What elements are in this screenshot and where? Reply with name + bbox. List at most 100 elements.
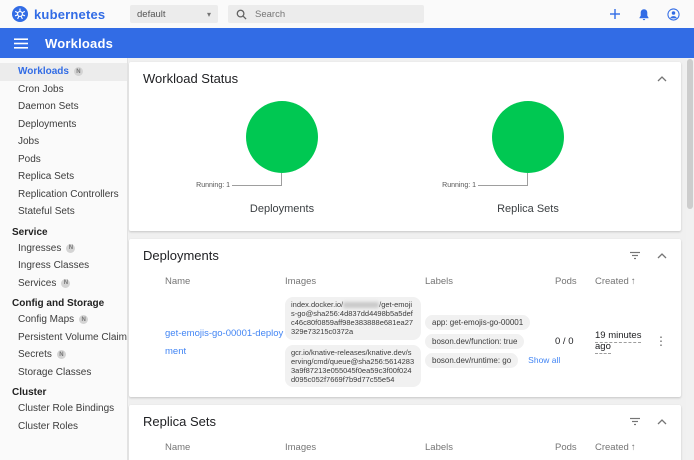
callout-line — [478, 173, 528, 186]
sidebar-section-cluster: Cluster — [12, 387, 47, 398]
column-header-labels[interactable]: Labels — [425, 442, 453, 454]
brand-name: kubernetes — [34, 6, 106, 22]
brand[interactable]: kubernetes — [12, 6, 130, 22]
chevron-down-icon: ▾ — [206, 9, 211, 19]
top-actions — [609, 7, 684, 21]
sidebar-item-services[interactable]: Services N — [0, 275, 127, 293]
sidebar-item-workloads[interactable]: Workloads N — [0, 63, 127, 81]
sidebar-item-cluster-roles[interactable]: Cluster Roles — [18, 420, 79, 432]
deployments-pie-chart: Running: 1 Deployments — [187, 101, 377, 215]
column-header-name[interactable]: Name — [165, 442, 191, 454]
sidebar-section-config-storage: Config and Storage — [12, 298, 105, 309]
filter-icon[interactable] — [629, 251, 641, 260]
search-input[interactable] — [255, 8, 395, 20]
table-row: get-emojis-go-00001-deployment index.doc… — [141, 295, 669, 388]
callout-label: Running: 1 — [196, 182, 230, 189]
top-bar: kubernetes default ▾ — [0, 0, 694, 28]
namespaced-badge: N — [73, 67, 83, 77]
column-header-name[interactable]: Name — [165, 276, 191, 287]
collapse-chevron-icon[interactable] — [657, 252, 667, 259]
pie-running-slice — [492, 101, 564, 173]
namespaced-badge: N — [66, 243, 76, 253]
kebab-menu-icon[interactable]: ⋮ — [655, 334, 667, 349]
pie-chart-title: Deployments — [249, 203, 315, 215]
column-header-created[interactable]: Created ↑ — [595, 276, 636, 287]
page-title: Workloads — [45, 35, 114, 51]
card-title: Deployments — [143, 248, 219, 263]
workload-status-charts: Running: 1 Deployments Running: 1 Replic… — [129, 93, 681, 231]
collapse-chevron-icon[interactable] — [657, 75, 667, 82]
namespaced-badge: N — [79, 315, 89, 325]
search-icon — [236, 9, 247, 20]
image-chip: gcr.io/knative-releases/knative.dev/serv… — [285, 344, 421, 388]
app-bar: Workloads — [0, 28, 694, 58]
sidebar-item-replication-controllers[interactable]: Replication Controllers — [18, 188, 119, 200]
hamburger-menu-icon[interactable] — [14, 37, 28, 49]
kubernetes-logo-icon — [12, 6, 28, 22]
table-header-row: Name Images Labels Pods Created ↑ — [141, 270, 669, 295]
namespaced-badge: N — [61, 278, 71, 288]
sidebar-item-stateful-sets[interactable]: Stateful Sets — [18, 206, 75, 218]
namespace-value: default — [137, 8, 166, 20]
workload-status-card: Workload Status Running: 1 — [129, 62, 681, 231]
sidebar-item-pods[interactable]: Pods — [18, 153, 41, 165]
deployments-card: Deployments Name Images — [129, 239, 681, 398]
sidebar-item-cluster-role-bindings[interactable]: Cluster Role Bindings — [18, 403, 115, 415]
search-bar — [228, 5, 424, 23]
redacted-text — [343, 302, 380, 309]
vertical-scrollbar[interactable] — [686, 58, 694, 460]
scrollbar-thumb[interactable] — [687, 59, 693, 209]
sidebar-item-ingress-classes[interactable]: Ingress Classes — [18, 260, 90, 272]
sidebar-item-jobs[interactable]: Jobs — [18, 136, 40, 148]
label-chip: boson.dev/function: true — [425, 333, 525, 349]
deployments-table: Name Images Labels Pods Created ↑ get-emo… — [129, 270, 681, 397]
column-header-created[interactable]: Created ↑ — [595, 442, 636, 454]
collapse-chevron-icon[interactable] — [657, 418, 667, 425]
callout-line — [232, 173, 282, 186]
labels-cell: app: get-emojis-go-00001 boson.dev/funct… — [425, 295, 560, 387]
sidebar-item-label: Workloads — [18, 66, 69, 78]
callout-label: Running: 1 — [442, 182, 476, 189]
column-header-pods[interactable]: Pods — [555, 442, 577, 454]
sidebar: Workloads N Cron Jobs Daemon Sets Deploy… — [0, 58, 128, 460]
sidebar-item-daemon-sets[interactable]: Daemon Sets — [18, 101, 79, 113]
sidebar-item-config-maps[interactable]: Config Maps N — [0, 311, 127, 329]
namespaced-badge: N — [56, 350, 66, 360]
created-timestamp: 19 minutes ago — [595, 330, 642, 355]
column-header-images[interactable]: Images — [285, 276, 317, 287]
pie-running-slice — [246, 101, 318, 173]
main-content: Workload Status Running: 1 — [128, 58, 694, 460]
column-header-images[interactable]: Images — [285, 442, 317, 454]
card-title: Replica Sets — [143, 414, 216, 430]
label-chip: app: get-emojis-go-00001 — [425, 314, 531, 330]
replica-sets-card: Replica Sets Name Images — [129, 405, 681, 460]
create-plus-icon[interactable] — [609, 8, 621, 20]
label-chip: boson.dev/runtime: go — [425, 352, 519, 368]
sidebar-item-storage-classes[interactable]: Storage Classes — [18, 366, 92, 378]
sidebar-item-replica-sets[interactable]: Replica Sets — [18, 171, 75, 183]
card-title: Workload Status — [143, 71, 239, 86]
deployment-name-link[interactable]: get-emojis-go-00001-deployment — [165, 328, 284, 358]
sort-arrow-icon: ↑ — [630, 442, 636, 454]
sort-arrow-icon: ↑ — [630, 276, 636, 287]
pods-count: 0 / 0 — [555, 335, 574, 347]
sidebar-item-persistent-volume-claims[interactable]: Persistent Volume Claims N — [0, 329, 127, 347]
replica-sets-pie-chart: Running: 1 Replica Sets — [433, 101, 623, 215]
pie-chart-title: Replica Sets — [497, 203, 559, 215]
notifications-bell-icon[interactable] — [638, 8, 650, 21]
table-header-row: Name Images Labels Pods Created ↑ — [141, 436, 669, 460]
show-all-link[interactable]: Show all — [528, 355, 561, 366]
namespace-selector[interactable]: default ▾ — [130, 5, 218, 23]
sidebar-item-cron-jobs[interactable]: Cron Jobs — [18, 83, 64, 95]
sidebar-item-secrets[interactable]: Secrets N — [0, 346, 127, 364]
column-header-pods[interactable]: Pods — [555, 276, 577, 287]
sidebar-section-service: Service — [12, 226, 48, 238]
column-header-labels[interactable]: Labels — [425, 276, 453, 287]
filter-icon[interactable] — [629, 417, 641, 426]
sidebar-item-deployments[interactable]: Deployments — [18, 118, 77, 130]
user-account-icon[interactable] — [667, 7, 680, 21]
images-cell: index.docker.io//get-emojis-go@sha256:4d… — [285, 295, 425, 388]
sidebar-item-ingresses[interactable]: Ingresses N — [0, 240, 127, 258]
image-chip: index.docker.io//get-emojis-go@sha256:4d… — [285, 297, 421, 340]
